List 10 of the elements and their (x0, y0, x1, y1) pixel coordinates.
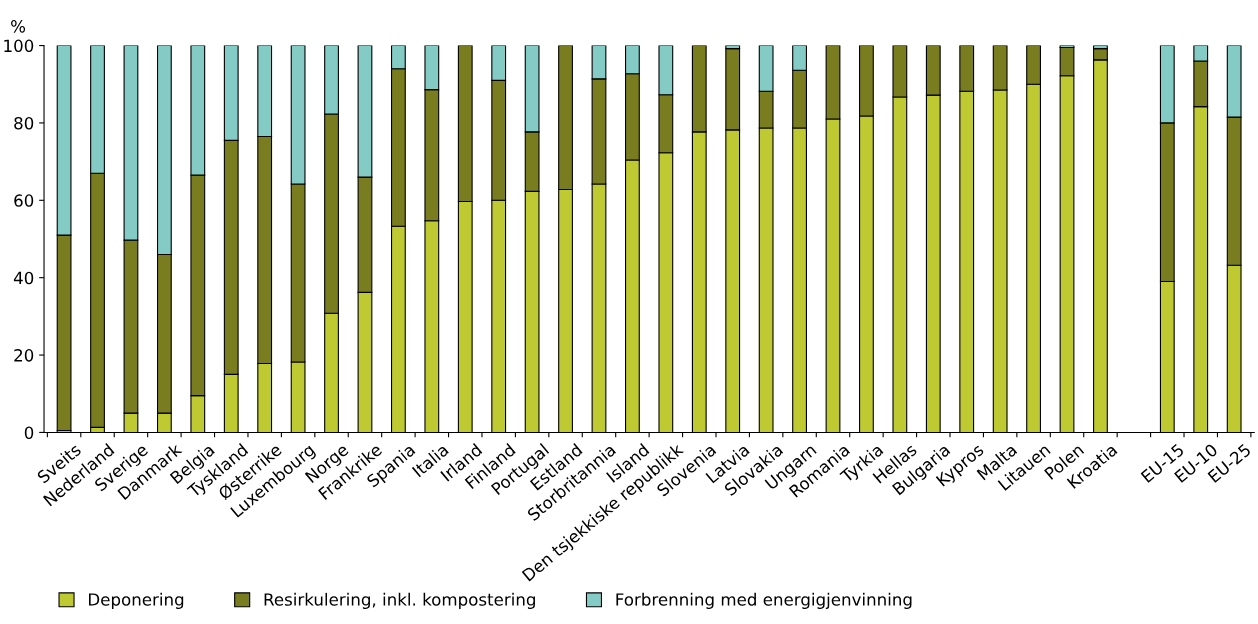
legend-label: Resirkulering, inkl. kompostering (264, 592, 535, 609)
y-tick-label: 60 (14, 194, 34, 207)
legend-label: Forbrenning med energigjenvinning (616, 592, 912, 609)
y-tick-label: 80 (14, 116, 34, 130)
y-tick-label: 20 (14, 349, 34, 362)
legend-label: Deponering (89, 592, 184, 609)
y-tick-label: 40 (13, 271, 34, 285)
y-axis-title: % (11, 20, 26, 33)
y-tick-label: 100 (4, 39, 34, 53)
y-tick-label: 0 (24, 426, 34, 439)
